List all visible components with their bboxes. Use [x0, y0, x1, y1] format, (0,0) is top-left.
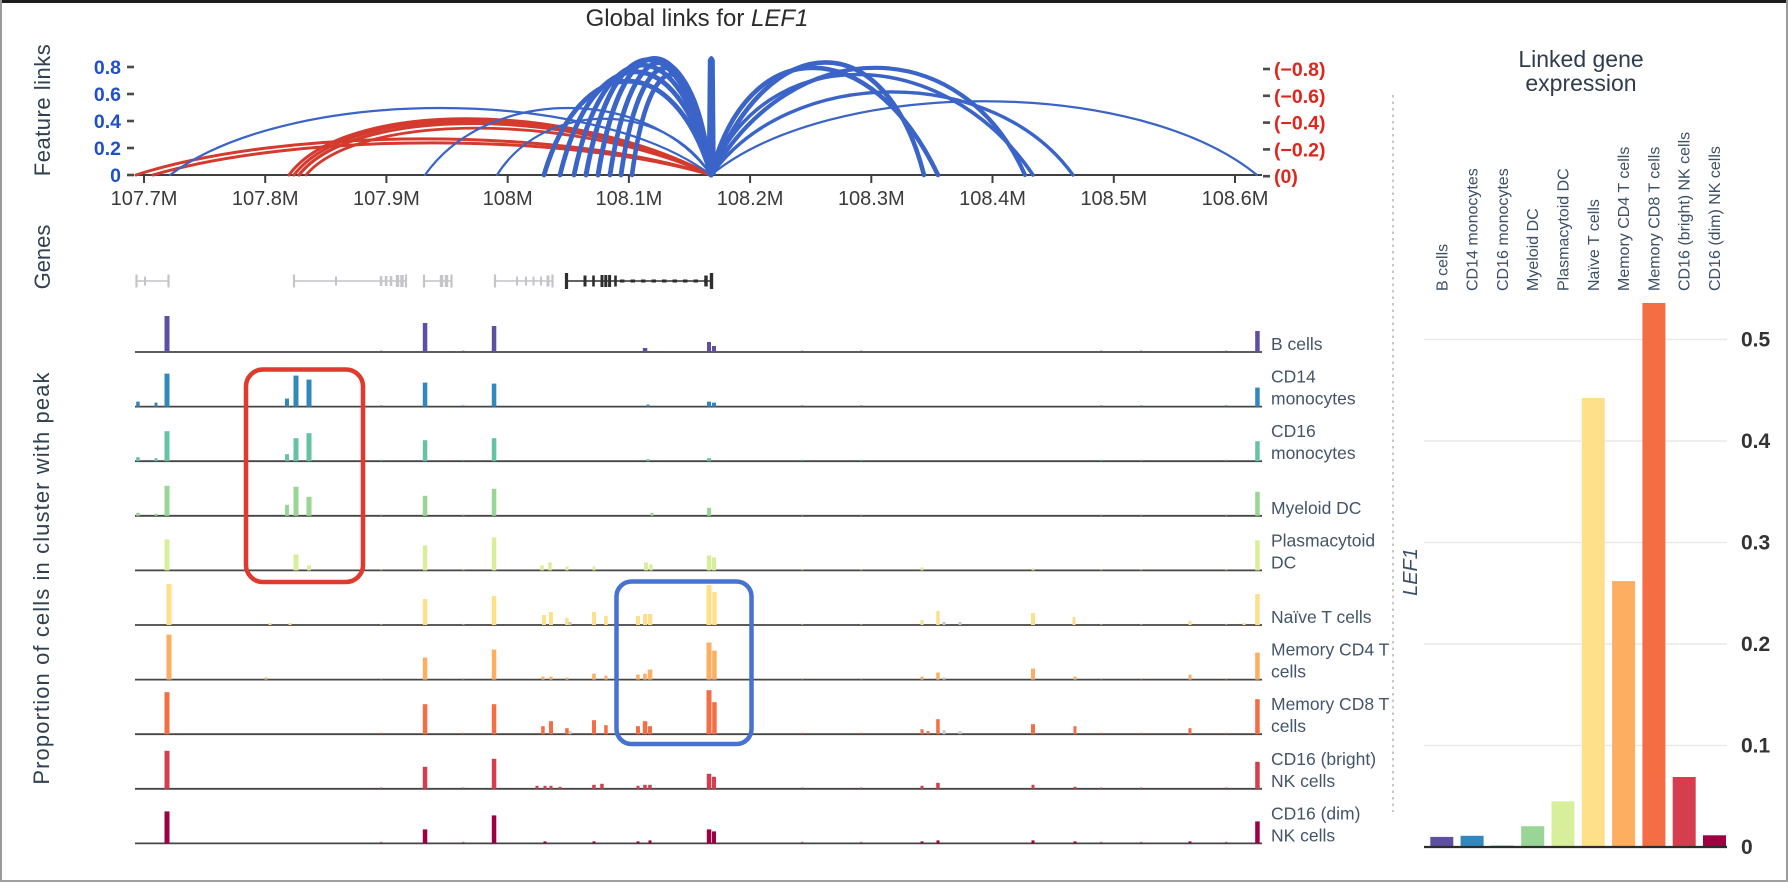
svg-text:B cells: B cells: [1434, 244, 1451, 291]
svg-text:108.4M: 108.4M: [959, 188, 1026, 210]
svg-text:Genes: Genes: [30, 225, 55, 290]
svg-text:107.8M: 107.8M: [232, 188, 299, 210]
svg-text:CD16 (bright): CD16 (bright): [1271, 749, 1376, 769]
svg-text:CD16 monocytes: CD16 monocytes: [1495, 168, 1512, 291]
svg-text:0.5: 0.5: [1741, 329, 1771, 352]
svg-text:108.2M: 108.2M: [717, 188, 784, 210]
svg-text:monocytes: monocytes: [1271, 389, 1356, 409]
svg-text:Feature links: Feature links: [30, 44, 55, 176]
svg-text:NK cells: NK cells: [1271, 771, 1335, 791]
svg-text:Memory CD4 T cells: Memory CD4 T cells: [1616, 147, 1633, 291]
svg-text:0.6: 0.6: [94, 84, 121, 106]
svg-text:108.1M: 108.1M: [596, 188, 663, 210]
svg-text:Proportion of cells in cluster: Proportion of cells in cluster with peak: [29, 371, 54, 784]
svg-text:0: 0: [1741, 836, 1753, 859]
svg-text:CD16 (dim): CD16 (dim): [1271, 803, 1360, 823]
svg-text:Linked gene: Linked gene: [1518, 46, 1643, 72]
svg-text:LEF1: LEF1: [1400, 548, 1422, 596]
svg-text:0.2: 0.2: [1741, 633, 1770, 656]
svg-text:CD16 (dim) NK cells: CD16 (dim) NK cells: [1707, 146, 1724, 291]
svg-text:DC: DC: [1271, 552, 1296, 572]
svg-text:(0): (0): [1274, 166, 1298, 188]
svg-text:108.6M: 108.6M: [1202, 188, 1269, 210]
svg-text:cells: cells: [1271, 716, 1306, 736]
svg-text:0.1: 0.1: [1741, 735, 1771, 758]
svg-text:0.4: 0.4: [1741, 430, 1771, 453]
svg-text:Memory CD8 T cells: Memory CD8 T cells: [1646, 147, 1663, 291]
svg-text:Plasmacytoid: Plasmacytoid: [1271, 530, 1375, 550]
svg-text:107.7M: 107.7M: [111, 188, 178, 210]
svg-text:0: 0: [110, 165, 121, 187]
svg-text:108.3M: 108.3M: [838, 188, 905, 210]
svg-text:cells: cells: [1271, 662, 1306, 682]
svg-text:CD14 monocytes: CD14 monocytes: [1465, 168, 1482, 291]
svg-text:NK cells: NK cells: [1271, 825, 1335, 845]
svg-text:108.5M: 108.5M: [1080, 188, 1147, 210]
svg-text:Myeloid DC: Myeloid DC: [1525, 208, 1542, 291]
svg-text:(−0.2): (−0.2): [1274, 139, 1325, 161]
svg-text:expression: expression: [1525, 70, 1636, 96]
svg-text:CD16 (bright) NK cells: CD16 (bright) NK cells: [1677, 132, 1694, 291]
svg-text:107.9M: 107.9M: [353, 188, 420, 210]
svg-text:(−0.8): (−0.8): [1274, 59, 1325, 81]
svg-text:Plasmacytoid DC: Plasmacytoid DC: [1556, 168, 1573, 291]
svg-text:0.2: 0.2: [94, 138, 121, 160]
svg-text:Naïve T cells: Naïve T cells: [1271, 607, 1372, 627]
svg-text:0.8: 0.8: [94, 57, 121, 79]
svg-text:Memory CD8 T: Memory CD8 T: [1271, 694, 1390, 714]
svg-text:0.4: 0.4: [94, 111, 121, 133]
svg-text:CD14: CD14: [1271, 367, 1316, 387]
svg-text:(−0.4): (−0.4): [1274, 113, 1325, 135]
svg-text:monocytes: monocytes: [1271, 443, 1356, 463]
svg-text:(−0.6): (−0.6): [1274, 86, 1325, 108]
svg-text:B cells: B cells: [1271, 334, 1323, 354]
svg-text:CD16: CD16: [1271, 421, 1316, 441]
svg-text:108M: 108M: [483, 188, 533, 210]
svg-text:Myeloid DC: Myeloid DC: [1271, 498, 1361, 518]
svg-text:0.3: 0.3: [1741, 532, 1770, 555]
svg-text:Naïve T cells: Naïve T cells: [1586, 199, 1603, 291]
svg-text:Global links for LEF1: Global links for LEF1: [586, 5, 809, 32]
svg-text:Memory CD4 T: Memory CD4 T: [1271, 640, 1390, 660]
